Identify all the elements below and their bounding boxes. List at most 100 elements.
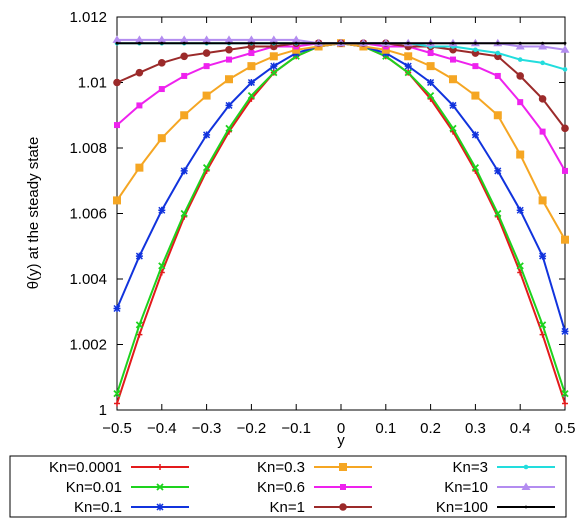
legend-label: Kn=10 bbox=[444, 479, 488, 496]
data-point bbox=[495, 50, 501, 56]
legend-label: Kn=0.6 bbox=[257, 479, 305, 496]
data-point bbox=[225, 45, 233, 54]
y-tick-label: 1.002 bbox=[69, 337, 107, 354]
axis-ticks: −0.5 −0.4 −0.3 −0.2 −0.1 0 0.1 0.2 0.3 0.4 0.5 1 1.0… bbox=[69, 9, 575, 437]
data-point bbox=[181, 72, 188, 79]
y-axis-label: θ(y) at the steady state bbox=[25, 137, 42, 290]
data-point bbox=[560, 45, 570, 53]
data-point bbox=[160, 41, 164, 45]
x-tick-label: −0.5 bbox=[102, 420, 132, 437]
data-point bbox=[561, 389, 569, 398]
legend-marker bbox=[339, 463, 347, 471]
data-point bbox=[135, 321, 144, 329]
data-point bbox=[112, 35, 122, 43]
x-tick-label: −0.1 bbox=[281, 420, 311, 437]
series-kn-0-3 bbox=[113, 39, 569, 244]
legend-marker bbox=[521, 482, 531, 490]
legend-label: Kn=3 bbox=[453, 459, 488, 476]
data-point bbox=[180, 52, 188, 61]
data-point bbox=[516, 150, 525, 159]
data-point bbox=[539, 128, 546, 135]
data-point bbox=[180, 209, 188, 218]
x-tick-label: 0.4 bbox=[510, 420, 531, 437]
data-point bbox=[404, 52, 413, 61]
data-point bbox=[516, 72, 524, 80]
data-point bbox=[225, 75, 233, 84]
x-tick-label: −0.2 bbox=[237, 420, 267, 437]
data-point bbox=[115, 41, 119, 45]
data-point bbox=[515, 41, 525, 50]
data-point bbox=[538, 95, 547, 103]
data-point bbox=[113, 304, 121, 313]
data-point bbox=[450, 56, 456, 63]
data-point bbox=[562, 167, 568, 174]
data-point bbox=[269, 35, 279, 43]
data-point bbox=[294, 41, 298, 45]
data-point bbox=[516, 262, 524, 270]
data-point bbox=[135, 68, 144, 77]
legend-entry: Kn=0.6 bbox=[257, 479, 372, 496]
x-tick-label: 0.2 bbox=[420, 420, 441, 437]
data-point bbox=[427, 50, 434, 57]
data-point bbox=[427, 78, 435, 87]
data-point bbox=[202, 164, 211, 172]
data-point bbox=[404, 62, 412, 70]
legend-label: Kn=0.0001 bbox=[49, 459, 122, 476]
legend-marker bbox=[340, 484, 346, 490]
data-point bbox=[451, 41, 455, 45]
data-point bbox=[202, 91, 211, 100]
data-point bbox=[471, 91, 480, 100]
data-point bbox=[136, 331, 143, 338]
data-point bbox=[561, 124, 569, 133]
data-point bbox=[113, 196, 121, 205]
data-point bbox=[563, 41, 567, 45]
data-point bbox=[426, 91, 435, 100]
legend-marker bbox=[156, 483, 164, 491]
data-point bbox=[472, 63, 479, 70]
series-kn-0-6 bbox=[114, 40, 568, 174]
x-axis-label: y bbox=[337, 432, 345, 449]
data-point bbox=[540, 60, 545, 66]
data-point bbox=[113, 78, 121, 87]
series-layer bbox=[112, 35, 570, 407]
legend-label: Kn=100 bbox=[436, 499, 488, 516]
data-point bbox=[136, 102, 143, 109]
series-line bbox=[116, 42, 566, 241]
data-point bbox=[114, 122, 120, 129]
data-point bbox=[135, 252, 143, 260]
series-kn-0-0001 bbox=[114, 40, 568, 407]
data-point bbox=[561, 327, 569, 335]
data-point bbox=[179, 35, 189, 43]
data-point bbox=[247, 42, 256, 51]
legend-marker bbox=[524, 505, 528, 509]
data-point bbox=[134, 35, 144, 43]
x-tick-label: 0.3 bbox=[465, 420, 486, 437]
data-point bbox=[246, 35, 256, 43]
data-point bbox=[292, 45, 301, 54]
data-point bbox=[426, 62, 435, 71]
data-point bbox=[114, 400, 120, 407]
y-tick-label: 1.008 bbox=[69, 140, 107, 157]
data-point bbox=[494, 167, 502, 175]
legend-entry: Kn=0.01 bbox=[66, 479, 189, 496]
legend-box bbox=[9, 455, 567, 518]
legend-entry: Kn=0.0001 bbox=[49, 459, 189, 476]
data-point bbox=[158, 59, 166, 67]
series-kn-100 bbox=[115, 41, 567, 45]
data-point bbox=[562, 67, 568, 72]
data-point bbox=[203, 131, 211, 139]
data-point bbox=[538, 41, 548, 50]
data-point bbox=[272, 41, 276, 45]
data-point bbox=[227, 41, 231, 45]
x-tick-label: 0.1 bbox=[375, 420, 396, 437]
data-point bbox=[494, 72, 501, 79]
data-point bbox=[538, 321, 547, 329]
data-point bbox=[562, 400, 568, 407]
data-point bbox=[138, 41, 141, 45]
data-point bbox=[471, 131, 479, 139]
legend-label: Kn=0.3 bbox=[257, 459, 305, 476]
data-point bbox=[180, 111, 189, 120]
data-point bbox=[157, 134, 166, 143]
